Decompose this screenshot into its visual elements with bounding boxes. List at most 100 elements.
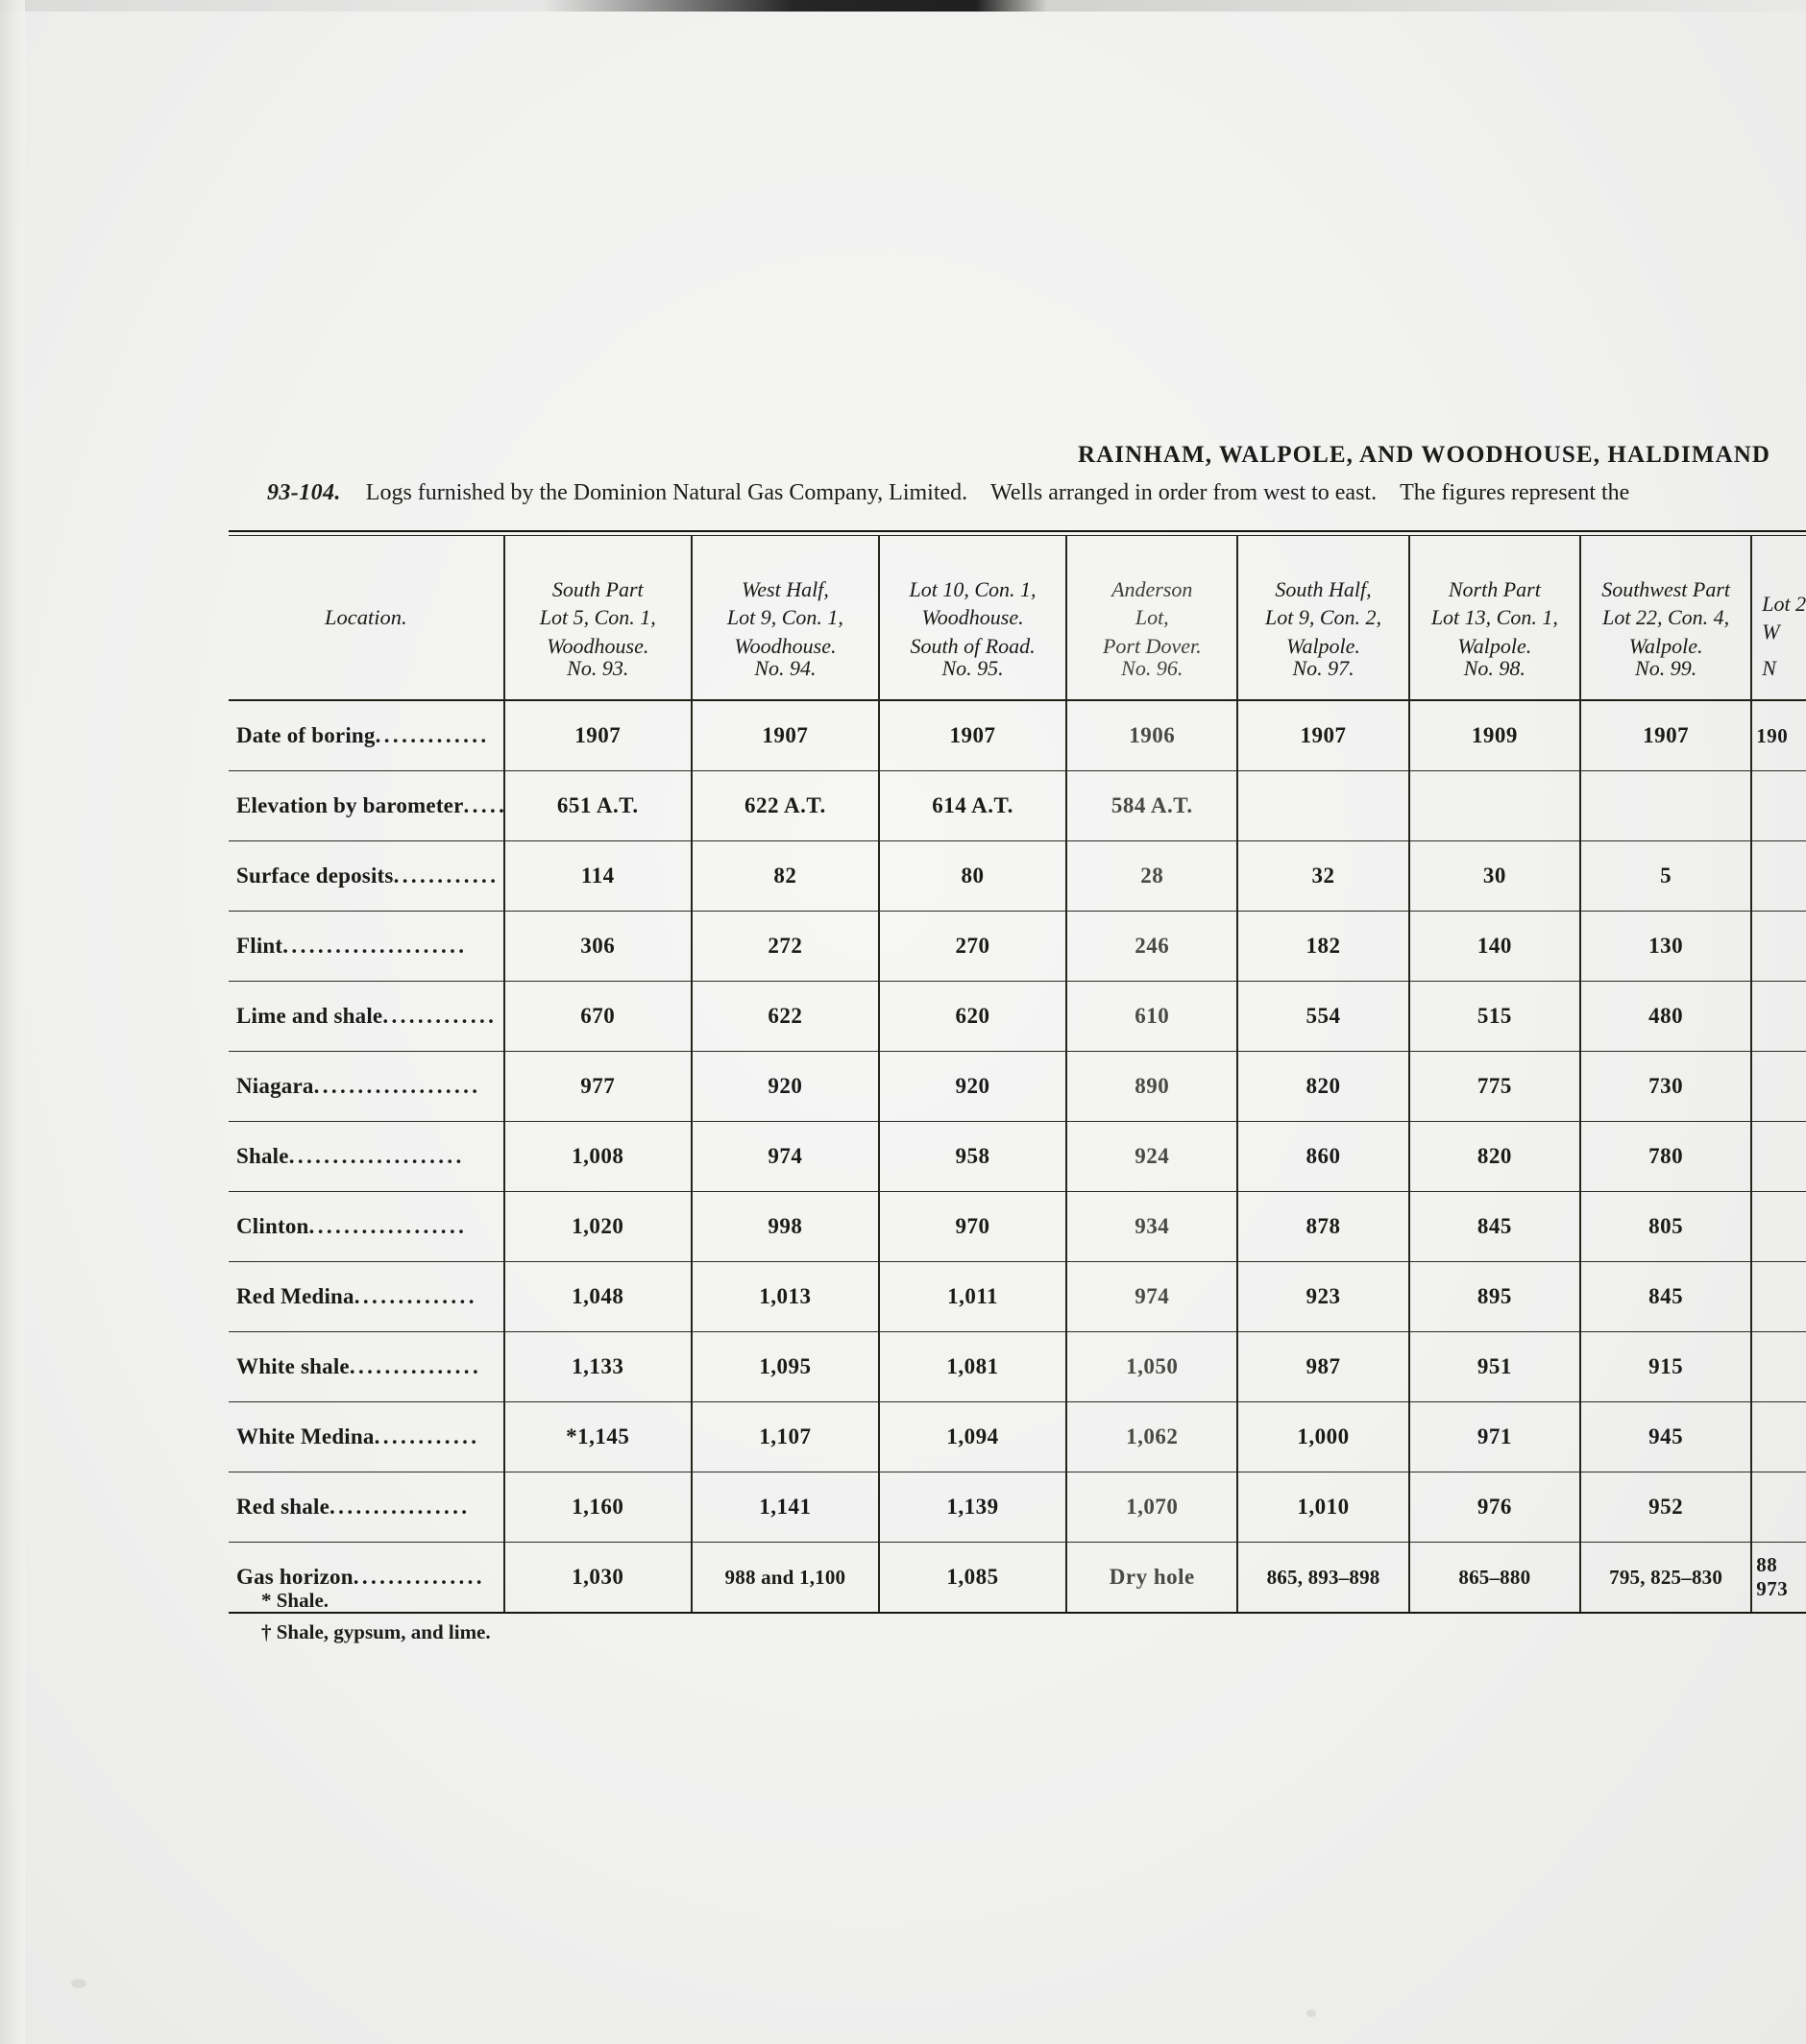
cell-96: 584 A.T. [1065, 770, 1238, 841]
footnote-asterisk: * Shale. [261, 1589, 329, 1612]
table-row: Surface deposits............ 114 82 80 2… [229, 840, 1806, 912]
cell-99: 1907 [1578, 701, 1752, 771]
cell-93: 1,133 [502, 1331, 692, 1402]
cell-98: 820 [1407, 1121, 1580, 1192]
column-header-no-99: Southwest Part Lot 22, Con. 4, Walpole. … [1578, 536, 1752, 700]
header-line-3: Woodhouse. [734, 633, 837, 658]
column-header-no-93: South Part Lot 5, Con. 1, Woodhouse. No.… [502, 536, 692, 700]
cell-97: 987 [1236, 1331, 1409, 1402]
header-line-3: Walpole. [1457, 633, 1532, 658]
row-label-text: Elevation by barometer [236, 793, 464, 817]
header-line-1: Anderson [1111, 577, 1193, 602]
row-leader-dots: ............ [393, 864, 500, 888]
row-leader-dots: ................... [313, 1074, 481, 1098]
row-label-text: Date of boring [236, 723, 376, 747]
cell-94: 1,107 [690, 1401, 879, 1472]
cell-98: 951 [1407, 1331, 1580, 1402]
header-line-1: South Part [551, 577, 644, 602]
cell-99: 780 [1578, 1121, 1752, 1192]
header-line-2: Lot 9, Con. 2, [1265, 605, 1382, 630]
row-label-red-shale: Red shale................ [229, 1472, 504, 1543]
cell-96: 924 [1065, 1121, 1238, 1192]
row-leader-dots: .................... [288, 1144, 465, 1168]
header-well-number: No. 98. [1463, 655, 1525, 680]
row-label-text: Flint [236, 934, 283, 958]
cell-96: 1,062 [1065, 1401, 1238, 1472]
table-row: Niagara................... 977 920 920 8… [229, 1051, 1806, 1122]
cell-93: 1,048 [502, 1261, 692, 1332]
cell-94: 1,095 [690, 1331, 879, 1402]
row-label-text: White Medina [236, 1424, 375, 1448]
cell-99: 952 [1578, 1472, 1752, 1543]
row-label-white-medina: White Medina............ [229, 1401, 504, 1472]
table-caption: 93-104. Logs furnished by the Dominion Na… [267, 480, 1806, 506]
row-leader-dots: ............. [375, 723, 490, 747]
row-leader-dots: ...... [463, 793, 504, 817]
cell-95: 958 [877, 1121, 1067, 1192]
scan-left-edge-artifact [0, 0, 25, 2044]
cell-94: 988 and 1,100 [690, 1542, 879, 1612]
cell-clipped [1750, 1121, 1806, 1192]
cell-97: 182 [1236, 911, 1409, 982]
cell-93: 670 [502, 981, 692, 1052]
table-row: Date of boring............. 1907 1907 19… [229, 701, 1806, 771]
header-line-3: Walpole. [1286, 633, 1360, 658]
row-label-text: Red shale [236, 1495, 330, 1519]
cell-95: 1,139 [877, 1472, 1067, 1543]
row-leader-dots: ............ [374, 1424, 480, 1448]
cell-98: 30 [1407, 840, 1580, 912]
cell-93: 977 [502, 1051, 692, 1122]
cell-clipped [1750, 1051, 1806, 1122]
cell-97: 1,010 [1236, 1472, 1409, 1543]
cell-95: 1,081 [877, 1331, 1067, 1402]
header-well-number: No. 94. [754, 655, 817, 680]
cell-93: 1,008 [502, 1121, 692, 1192]
cell-95: 1,011 [877, 1261, 1067, 1332]
cell-clipped [1750, 1401, 1806, 1472]
table-row: Clinton.................. 1,020 998 970 … [229, 1191, 1806, 1262]
row-leader-dots: ............. [382, 1004, 498, 1028]
cell-97: 554 [1236, 981, 1409, 1052]
cell-94: 974 [690, 1121, 879, 1192]
header-line-2: W [1762, 620, 1780, 644]
row-label-text: Shale [236, 1144, 289, 1168]
table-row: Gas horizon............... 1,030 988 and… [229, 1542, 1806, 1612]
cell-clipped [1750, 840, 1806, 912]
cell-97: 860 [1236, 1121, 1409, 1192]
cell-clipped-line-2: 973 [1756, 1577, 1789, 1600]
table-row: Red Medina.............. 1,048 1,013 1,0… [229, 1261, 1806, 1332]
cell-98: 140 [1407, 911, 1580, 982]
header-line-3: South of Road. [910, 633, 1036, 658]
table-row: Shale.................... 1,008 974 958 … [229, 1121, 1806, 1192]
header-well-number: N [1762, 655, 1776, 680]
caption-number: 93-104. [267, 480, 341, 505]
column-header-no-96: Anderson Lot, Port Dover. No. 96. [1065, 536, 1238, 700]
row-label-text: White shale [236, 1354, 350, 1378]
cell-98: 865–880 [1407, 1542, 1580, 1612]
footnotes: * Shale. † Shale, gypsum, and lime. [261, 1585, 491, 1647]
running-head: RAINHAM, WALPOLE, AND WOODHOUSE, HALDIMA… [1078, 442, 1771, 468]
cell-99: 730 [1578, 1051, 1752, 1122]
cell-96: 974 [1065, 1261, 1238, 1332]
cell-96: 246 [1065, 911, 1238, 982]
cell-93: 1,030 [502, 1542, 692, 1612]
cell-97: 865, 893–898 [1236, 1542, 1409, 1612]
cell-99: 795, 825–830 [1578, 1542, 1752, 1612]
cell-96: 1,070 [1065, 1472, 1238, 1543]
cell-96: 28 [1065, 840, 1238, 912]
cell-clipped [1750, 981, 1806, 1052]
cell-93: *1,145 [502, 1401, 692, 1472]
cell-97: 1907 [1236, 701, 1409, 771]
header-well-number: No. 97. [1292, 655, 1354, 680]
row-label-date-of-boring: Date of boring............. [229, 701, 504, 771]
cell-98: 1909 [1407, 701, 1580, 771]
row-label-gas-horizon: Gas horizon............... [229, 1542, 504, 1612]
cell-clipped-line-1: 88 [1756, 1553, 1778, 1576]
cell-99: 480 [1578, 981, 1752, 1052]
cell-96: 934 [1065, 1191, 1238, 1262]
cell-99: 5 [1578, 840, 1752, 912]
table-row: Red shale................ 1,160 1,141 1,… [229, 1472, 1806, 1543]
cell-95: 614 A.T. [877, 770, 1067, 841]
cell-98: 775 [1407, 1051, 1580, 1122]
cell-97: 1,000 [1236, 1401, 1409, 1472]
